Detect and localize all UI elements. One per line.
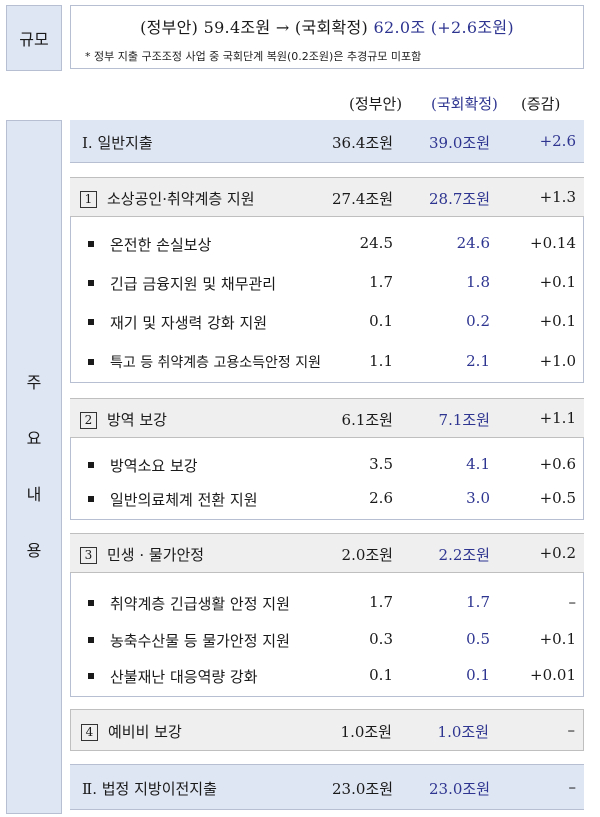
list-item: 재기 및 자생력 강화 지원 0.1 0.2 +0.1 <box>70 311 584 333</box>
scale-summary-total: 62.0조 (+2.6조원) <box>373 18 514 37</box>
bullet-icon <box>88 241 94 247</box>
list-item: 특고 등 취약계층 고용소득안정 지원 1.1 2.1 +1.0 <box>70 351 584 373</box>
main-content-label: 주 요 내 용 <box>6 120 62 814</box>
col-header-change: (증감) <box>521 95 561 113</box>
list-item: 온전한 손실보상 24.5 24.6 +0.14 <box>70 233 584 255</box>
section-2-header: 2 방역 보강 6.1조원 7.1조원 +1.1 <box>70 398 584 438</box>
list-item: 취약계층 긴급생활 안정 지원 1.7 1.7 – <box>70 592 584 614</box>
bullet-icon <box>88 280 94 286</box>
bullet-icon <box>88 673 94 679</box>
general-expenditure-row: Ⅰ. 일반지출 36.4조원 39.0조원 +2.6 <box>70 120 584 163</box>
scale-note: * 정부 지출 구조조정 사업 중 국회단계 복원(0.2조원)은 추경규모 미… <box>85 50 422 63</box>
bullet-icon <box>88 319 94 325</box>
list-item: 방역소요 보강 3.5 4.1 +0.6 <box>70 454 584 476</box>
bullet-icon <box>88 462 94 468</box>
col-header-gov: (정부안) <box>349 95 403 113</box>
section-3-header: 3 민생 · 물가안정 2.0조원 2.2조원 +0.2 <box>70 533 584 573</box>
bullet-icon <box>88 600 94 606</box>
bullet-icon <box>88 496 94 502</box>
list-item: 농축수산물 등 물가안정 지원 0.3 0.5 +0.1 <box>70 629 584 651</box>
bullet-icon <box>88 359 94 365</box>
section-1-header: 1 소상공인·취약계층 지원 27.4조원 28.7조원 +1.3 <box>70 177 584 217</box>
scale-box: (정부안) 59.4조원 → (국회확정) 62.0조 (+2.6조원) * 정… <box>70 5 584 69</box>
scale-summary-prefix: (정부안) 59.4조원 → (국회확정) <box>140 18 374 37</box>
bullet-icon <box>88 637 94 643</box>
col-header-assembly: (국회확정) <box>431 95 498 113</box>
list-item: 긴급 금융지원 및 채무관리 1.7 1.8 +0.1 <box>70 272 584 294</box>
local-transfer-row: Ⅱ. 법정 지방이전지출 23.0조원 23.0조원 – <box>70 764 584 810</box>
section-4-header: 4 예비비 보강 1.0조원 1.0조원 – <box>70 709 584 751</box>
scale-summary: (정부안) 59.4조원 → (국회확정) 62.0조 (+2.6조원) <box>71 14 583 38</box>
list-item: 일반의료체계 전환 지원 2.6 3.0 +0.5 <box>70 488 584 510</box>
scale-label: 규모 <box>6 5 62 71</box>
list-item: 산불재난 대응역량 강화 0.1 0.1 +0.01 <box>70 665 584 687</box>
